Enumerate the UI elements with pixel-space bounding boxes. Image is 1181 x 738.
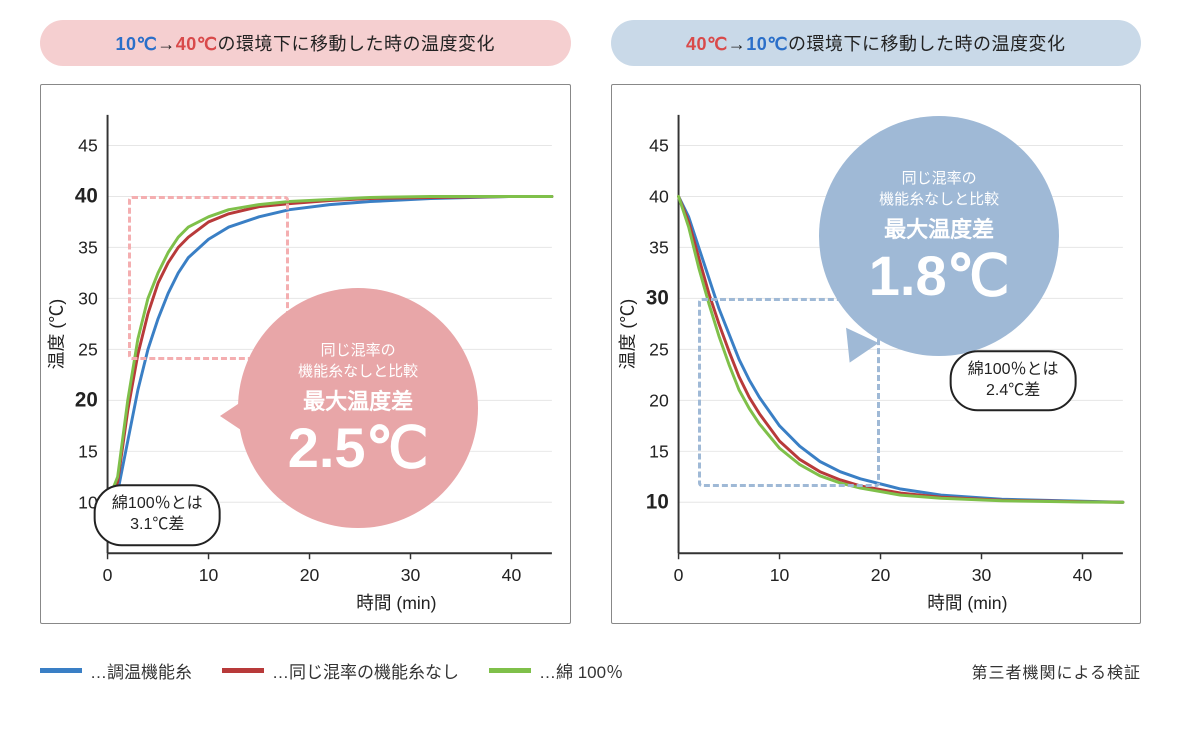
right-callout-line1: 同じ混率の [902,168,977,189]
svg-text:40: 40 [75,184,98,207]
legend-item-2: …綿 100％ [489,658,623,683]
left-chart-box: 1015202530354045010203040時間 (min)温度 (℃) … [40,84,571,624]
svg-text:10: 10 [645,490,668,513]
right-cotton-line1: 綿100％とは [968,360,1059,381]
svg-text:0: 0 [103,565,113,585]
left-callout-tail [220,396,250,436]
right-callout-value: 1.8℃ [869,248,1010,304]
legend-swatch-0 [40,668,82,673]
svg-text:35: 35 [78,237,98,257]
svg-text:45: 45 [78,135,98,155]
svg-text:30: 30 [78,288,98,308]
right-callout-line2: 機能糸なしと比較 [879,189,999,210]
svg-text:30: 30 [971,565,991,585]
svg-text:10: 10 [199,565,219,585]
legend-item-1: …同じ混率の機能糸なし [222,658,459,683]
svg-text:15: 15 [78,441,98,461]
right-chart-panel: 40℃→10℃の環境下に移動した時の温度変化 10 15 20 25 30 35 40 45 0… [611,20,1142,624]
legend-label-2: …綿 100％ [539,658,623,683]
right-callout-main: 最大温度差 [884,212,994,244]
right-cotton-line2: 2.4℃差 [968,381,1059,402]
svg-text:40: 40 [502,565,522,585]
legend-swatch-2 [489,668,531,673]
svg-text:40: 40 [649,186,669,206]
figure-container: 10℃→40℃の環境下に移動した時の温度変化 10 15 20 25 30 35 40 45 0… [40,20,1141,683]
svg-text:20: 20 [649,390,669,410]
left-cotton-line1: 綿100％とは [112,495,203,516]
svg-text:25: 25 [78,339,98,359]
svg-text:20: 20 [870,565,890,585]
right-callout-bubble: 同じ混率の機能糸なしと比較最大温度差 1.8℃ [819,116,1059,356]
right-chart-title-pill: 40℃→10℃の環境下に移動した時の温度変化 [611,20,1142,66]
svg-text:40: 40 [1072,565,1092,585]
left-callout-bubble: 同じ混率の機能糸なしと比較最大温度差 2.5℃ [238,288,478,528]
left-chart-panel: 10℃→40℃の環境下に移動した時の温度変化 10 15 20 25 30 35 40 45 0… [40,20,571,624]
right-highlight-box [698,298,880,487]
svg-text:15: 15 [649,441,669,461]
svg-text:45: 45 [649,135,669,155]
left-callout-value: 2.5℃ [288,420,429,476]
svg-text:時間 (min): 時間 (min) [927,593,1007,613]
svg-text:0: 0 [673,565,683,585]
left-callout-main: 最大温度差 [303,384,413,416]
svg-text:25: 25 [649,339,669,359]
left-cotton-line2: 3.1℃差 [112,515,203,536]
svg-text:温度 (℃): 温度 (℃) [617,299,637,370]
legend-swatch-1 [222,668,264,673]
right-cotton-badge: 綿100％とは2.4℃差 [950,350,1077,412]
svg-text:20: 20 [75,388,98,411]
charts-row: 10℃→40℃の環境下に移動した時の温度変化 10 15 20 25 30 35 40 45 0… [40,20,1141,624]
left-cotton-badge: 綿100％とは3.1℃差 [94,485,221,547]
legend-item-0: …調温機能糸 [40,658,192,683]
svg-text:35: 35 [649,237,669,257]
left-callout-line2: 機能糸なしと比較 [298,361,418,382]
left-callout-line1: 同じ混率の [321,340,396,361]
svg-text:10: 10 [769,565,789,585]
legend-label-0: …調温機能糸 [90,658,192,683]
svg-text:温度 (℃): 温度 (℃) [47,299,67,370]
svg-text:20: 20 [300,565,320,585]
left-chart-title-pill: 10℃→40℃の環境下に移動した時の温度変化 [40,20,571,66]
svg-text:30: 30 [401,565,421,585]
footnote: 第三者機関による検証 [971,659,1141,683]
svg-text:30: 30 [645,286,668,309]
legend-label-1: …同じ混率の機能糸なし [272,658,459,683]
right-chart-box: 1015202530354045010203040時間 (min)温度 (℃) … [611,84,1142,624]
svg-text:時間 (min): 時間 (min) [356,593,436,613]
legend-row: …調温機能糸 …同じ混率の機能糸なし …綿 100％ 第三者機関による検証 [40,658,1141,683]
